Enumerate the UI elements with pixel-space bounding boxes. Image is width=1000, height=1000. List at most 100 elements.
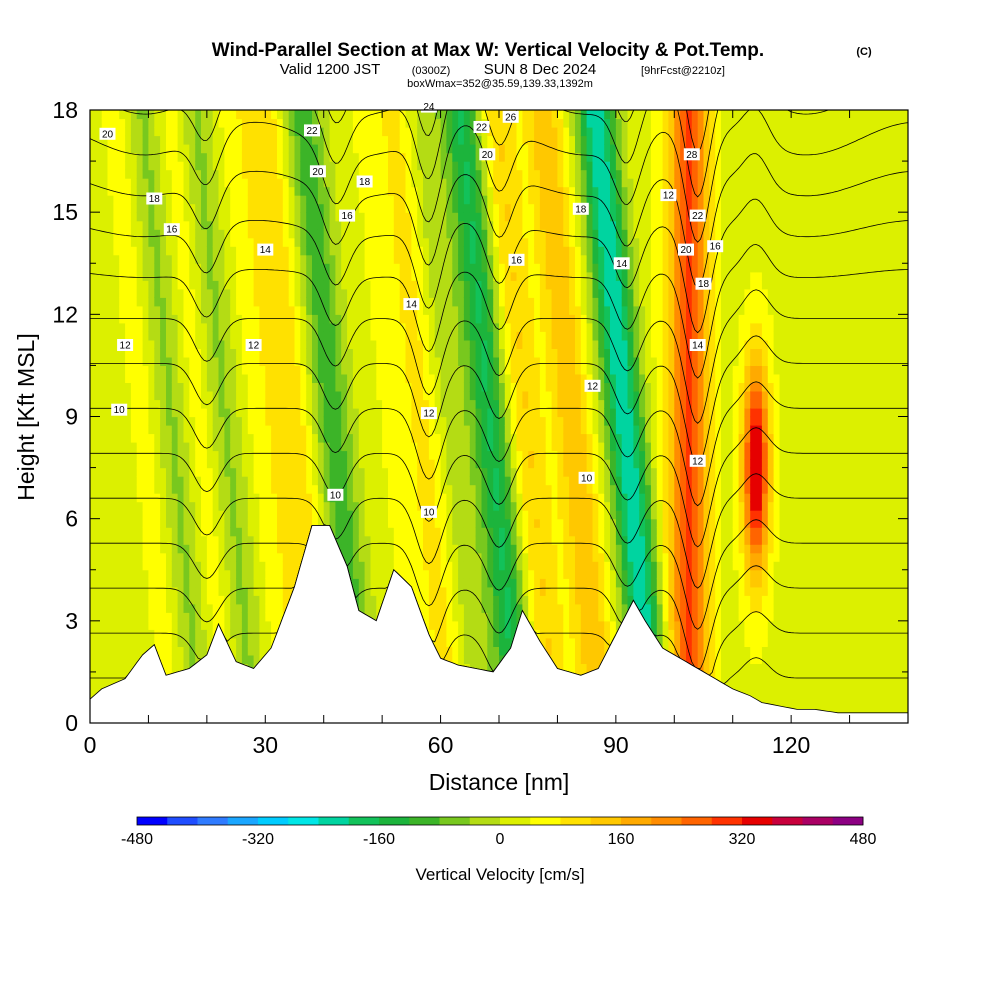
- velocity-cell: [428, 459, 436, 469]
- velocity-cell: [177, 203, 184, 213]
- velocity-cell: [271, 237, 278, 247]
- velocity-cell: [458, 127, 465, 137]
- velocity-cell: [95, 467, 103, 477]
- velocity-cell: [417, 476, 424, 486]
- velocity-cell: [166, 297, 173, 307]
- velocity-cell: [434, 595, 442, 605]
- velocity-cell: [247, 212, 255, 222]
- velocity-cell: [253, 552, 260, 562]
- velocity-cell: [247, 637, 255, 647]
- velocity-cell: [294, 288, 301, 298]
- velocity-cell: [364, 144, 371, 154]
- velocity-cell: [212, 297, 220, 307]
- velocity-cell: [393, 161, 401, 171]
- velocity-cell: [428, 144, 436, 154]
- velocity-cell: [347, 408, 354, 418]
- velocity-cell: [271, 620, 278, 630]
- velocity-cell: [101, 620, 109, 630]
- velocity-cell: [300, 254, 307, 264]
- velocity-cell: [265, 612, 272, 622]
- velocity-cell: [90, 484, 97, 494]
- velocity-cell: [253, 322, 260, 332]
- velocity-cell: [347, 544, 354, 554]
- velocity-cell: [300, 501, 307, 511]
- velocity-cell: [446, 373, 453, 383]
- velocity-cell: [294, 425, 301, 435]
- velocity-cell: [230, 425, 237, 435]
- velocity-cell: [487, 501, 494, 511]
- velocity-cell: [481, 237, 488, 247]
- velocity-cell: [154, 186, 161, 196]
- velocity-cell: [341, 501, 348, 511]
- velocity-cell: [487, 527, 494, 537]
- velocity-cell: [423, 297, 430, 307]
- velocity-cell: [481, 646, 488, 656]
- velocity-cell: [452, 467, 459, 477]
- velocity-cell: [306, 212, 313, 222]
- velocity-cell: [475, 561, 482, 571]
- velocity-cell: [370, 544, 377, 554]
- velocity-cell: [370, 586, 377, 596]
- velocity-cell: [218, 203, 225, 213]
- velocity-cell: [393, 314, 401, 324]
- velocity-cell: [463, 229, 471, 239]
- velocity-cell: [376, 399, 383, 409]
- velocity-cell: [230, 135, 237, 145]
- velocity-cell: [95, 620, 103, 630]
- velocity-cell: [236, 501, 243, 511]
- velocity-cell: [171, 391, 179, 401]
- velocity-cell: [335, 510, 342, 520]
- velocity-cell: [481, 331, 488, 341]
- velocity-cell: [130, 535, 138, 545]
- velocity-cell: [154, 288, 161, 298]
- velocity-cell: [358, 561, 366, 571]
- velocity-cell: [428, 118, 436, 128]
- velocity-cell: [136, 544, 144, 554]
- velocity-cell: [382, 365, 389, 375]
- velocity-cell: [329, 280, 336, 290]
- velocity-cell: [358, 459, 366, 469]
- velocity-cell: [130, 586, 138, 596]
- velocity-cell: [405, 212, 412, 222]
- velocity-cell: [253, 288, 260, 298]
- velocity-cell: [376, 586, 383, 596]
- velocity-cell: [370, 569, 377, 579]
- velocity-cell: [446, 586, 453, 596]
- velocity-cell: [218, 433, 225, 443]
- velocity-cell: [382, 569, 389, 579]
- velocity-cell: [265, 493, 272, 503]
- velocity-cell: [125, 586, 132, 596]
- velocity-cell: [458, 612, 465, 622]
- velocity-cell: [259, 118, 266, 128]
- velocity-cell: [411, 356, 418, 366]
- velocity-cell: [247, 450, 255, 460]
- velocity-cell: [481, 391, 488, 401]
- velocity-cell: [265, 373, 272, 383]
- velocity-cell: [452, 339, 459, 349]
- velocity-cell: [247, 467, 255, 477]
- velocity-cell: [189, 527, 196, 537]
- velocity-cell: [125, 127, 132, 137]
- velocity-cell: [288, 110, 296, 120]
- velocity-cell: [417, 399, 424, 409]
- velocity-cell: [323, 305, 331, 315]
- velocity-cell: [347, 416, 354, 426]
- velocity-cell: [347, 450, 354, 460]
- velocity-cell: [166, 186, 173, 196]
- velocity-cell: [452, 544, 459, 554]
- velocity-cell: [434, 527, 442, 537]
- velocity-cell: [154, 408, 161, 418]
- velocity-cell: [142, 476, 149, 486]
- velocity-cell: [417, 544, 424, 554]
- velocity-cell: [294, 127, 301, 137]
- velocity-cell: [352, 135, 360, 145]
- velocity-cell: [475, 229, 482, 239]
- velocity-cell: [224, 254, 231, 264]
- velocity-cell: [487, 297, 494, 307]
- velocity-cell: [364, 186, 371, 196]
- velocity-cell: [463, 493, 471, 503]
- velocity-cell: [405, 356, 412, 366]
- velocity-cell: [90, 459, 97, 469]
- velocity-cell: [463, 476, 471, 486]
- velocity-cell: [90, 331, 97, 341]
